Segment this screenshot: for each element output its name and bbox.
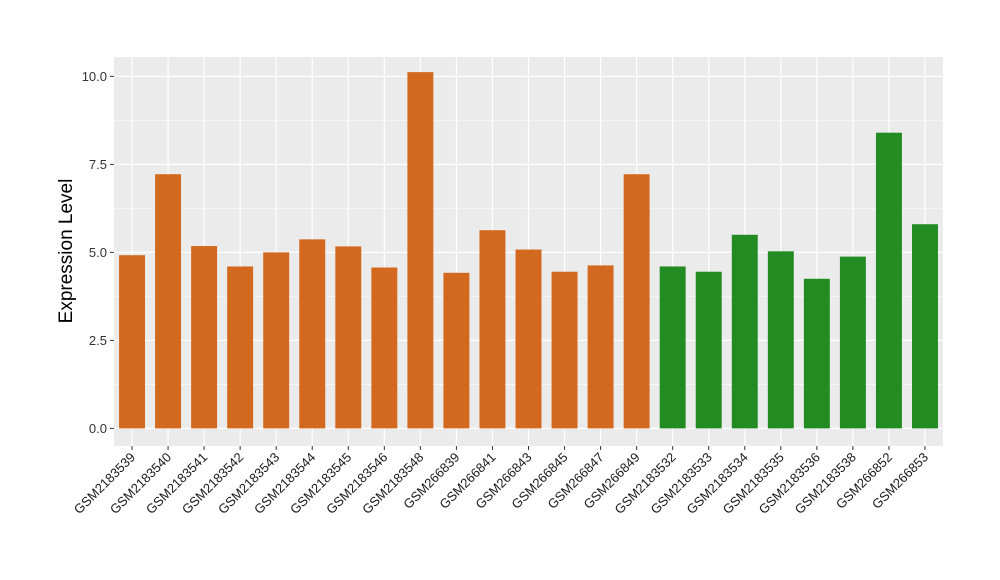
y-axis: 0.0 2.5 5.0 7.5 10.0 — [82, 69, 114, 436]
bar-GSM2183541 — [191, 246, 218, 429]
bar-GSM266843 — [515, 249, 542, 429]
bar-GSM2183544 — [299, 239, 326, 429]
bar-GSM266847 — [587, 265, 614, 429]
bar-GSM2183546 — [371, 267, 398, 429]
y-axis-title: Expression Level — [56, 179, 77, 324]
x-axis: GSM2183539GSM2183540GSM2183541GSM2183542… — [71, 446, 931, 517]
bar-GSM2183538 — [839, 256, 866, 429]
bar-GSM2183539 — [119, 255, 145, 429]
bar-GSM266841 — [479, 230, 506, 429]
bar-GSM2183536 — [803, 278, 830, 429]
bars — [119, 72, 938, 429]
bar-GSM2183532 — [659, 266, 686, 429]
y-tick-label: 5.0 — [89, 245, 107, 260]
x-tick-label: GSM2183539 — [71, 450, 138, 517]
y-tick-label: 2.5 — [89, 333, 107, 348]
bar-GSM2183543 — [263, 252, 290, 429]
y-tick-label: 0.0 — [89, 421, 107, 436]
y-tick-label: 10.0 — [82, 69, 107, 84]
bar-GSM266849 — [623, 174, 650, 429]
bar-GSM266853 — [912, 224, 938, 429]
bar-GSM266852 — [875, 132, 902, 429]
bar-GSM2183548 — [407, 72, 434, 429]
bar-GSM266845 — [551, 271, 578, 429]
bar-GSM2183535 — [767, 251, 794, 429]
bar-GSM2183540 — [155, 174, 182, 429]
bar-GSM2183534 — [731, 234, 758, 429]
y-tick-label: 7.5 — [89, 157, 107, 172]
bar-GSM2183545 — [335, 246, 362, 429]
bar-GSM2183542 — [227, 266, 254, 429]
bar-GSM2183533 — [695, 271, 722, 429]
bar-GSM266839 — [443, 272, 470, 429]
